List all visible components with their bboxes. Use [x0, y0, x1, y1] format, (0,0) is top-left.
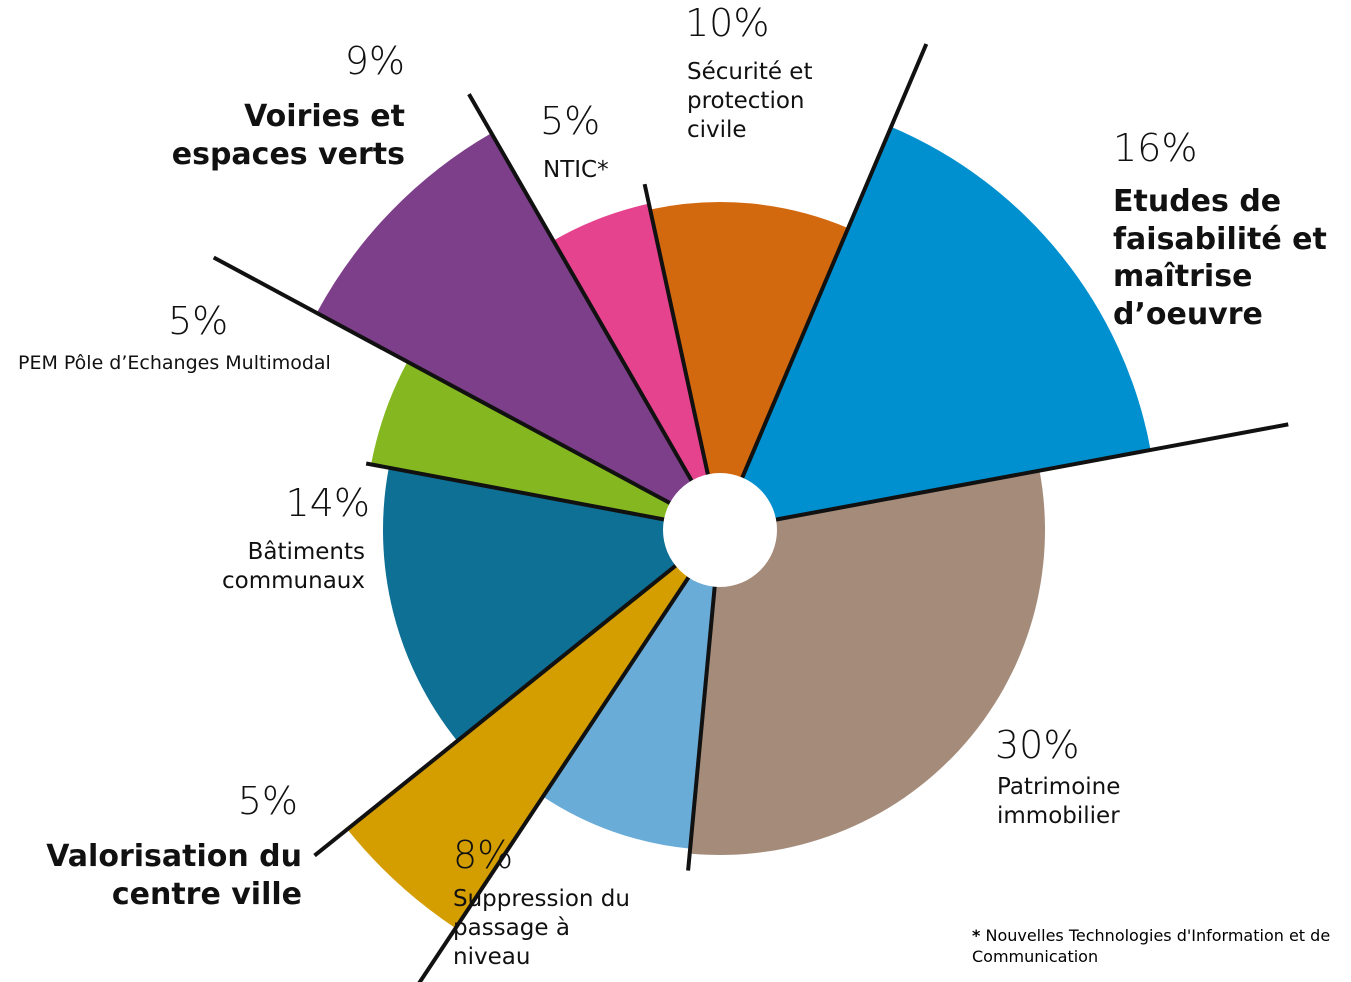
separator: [718, 43, 929, 531]
slice: [689, 470, 1045, 855]
slice: [382, 467, 720, 742]
slice: [347, 530, 720, 929]
slice: [650, 202, 849, 531]
category-label: Etudes de faisabilité et maîtrise d’oeuv…: [1113, 184, 1327, 332]
value-label: 5%: [540, 99, 601, 143]
category-label: Voiries et espaces verts: [171, 99, 405, 172]
value-label: 8%: [453, 833, 514, 877]
slice: [371, 361, 720, 530]
separator: [212, 255, 721, 532]
value-label: 9%: [344, 39, 405, 83]
category-label: Valorisation du centre ville: [46, 839, 302, 912]
slice: [553, 203, 720, 530]
footnote-mark: *: [972, 926, 981, 945]
category-label: NTIC*: [543, 157, 609, 183]
footnote: * Nouvelles Technologies d'Information e…: [972, 926, 1342, 968]
category-label: Bâtiments communaux: [222, 539, 365, 594]
value-label: 16%: [1113, 126, 1198, 170]
separator: [313, 528, 722, 858]
category-label: Suppression du passage à niveau: [453, 886, 630, 970]
category-label: Sécurité et protection civile: [687, 59, 813, 143]
value-label: 5%: [237, 779, 298, 823]
category-label: PEM Pôle d’Echanges Multimodal: [18, 352, 331, 374]
separator: [365, 461, 721, 532]
separator: [642, 183, 722, 531]
value-label: 30%: [995, 723, 1080, 767]
value-label: 14%: [285, 481, 370, 525]
slice: [316, 133, 720, 530]
value-label: 10%: [685, 1, 770, 45]
category-label: Patrimoine immobilier: [997, 774, 1121, 829]
slice: [720, 126, 1151, 530]
separator: [719, 422, 1289, 532]
separator: [417, 528, 722, 982]
center-hole: [663, 473, 777, 587]
slice: [542, 530, 720, 849]
separator: [467, 93, 722, 531]
value-label: 5%: [168, 299, 229, 343]
footnote-text: Nouvelles Technologies d'Information et …: [972, 926, 1331, 966]
